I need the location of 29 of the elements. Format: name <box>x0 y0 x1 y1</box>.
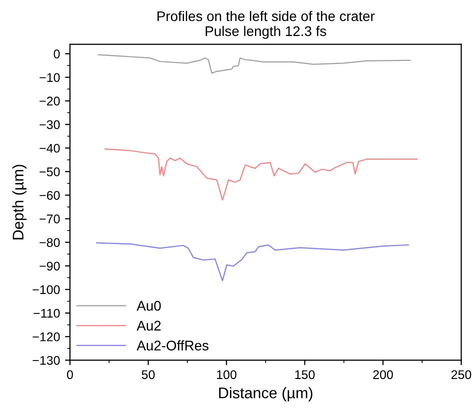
y-tick-label: −100 <box>32 285 60 294</box>
x-tick-label: 150 <box>295 370 315 380</box>
x-tick-label: 50 <box>142 370 155 380</box>
y-tick-label: 0 <box>54 50 60 58</box>
line-series <box>104 148 418 200</box>
y-tick-label: −70 <box>40 214 60 224</box>
y-tick-label: −10 <box>40 73 60 82</box>
y-tick-label: −110 <box>34 308 60 318</box>
y-tick-label: −40 <box>40 144 60 153</box>
x-tick-label: 200 <box>373 370 393 380</box>
y-tick-label: −60 <box>40 190 60 200</box>
y-axis-title: Depth (µm) <box>12 164 27 240</box>
y-tick-label: −80 <box>40 238 60 247</box>
legend-label: Au2 <box>136 320 161 331</box>
y-tick-label: −50 <box>40 167 60 176</box>
y-tick-label: −120 <box>32 332 60 342</box>
legend-label: Au2-OffRes <box>136 340 208 350</box>
x-tick-label: 0 <box>66 370 73 380</box>
line-series <box>98 54 411 74</box>
y-tick-label: −90 <box>40 262 60 271</box>
x-axis-title: Distance (µm) <box>219 387 312 402</box>
legend-label: Au0 <box>136 300 161 311</box>
line-series <box>96 242 410 282</box>
chart-title: Profiles on the left side of the crater Pulse length 12.3 fs <box>158 10 375 39</box>
x-tick-label: 250 <box>451 370 472 380</box>
y-tick-label: −30 <box>40 120 60 130</box>
y-tick-label: −20 <box>40 96 60 106</box>
x-tick-label: 100 <box>217 370 236 380</box>
y-tick-label: −130 <box>32 356 60 365</box>
